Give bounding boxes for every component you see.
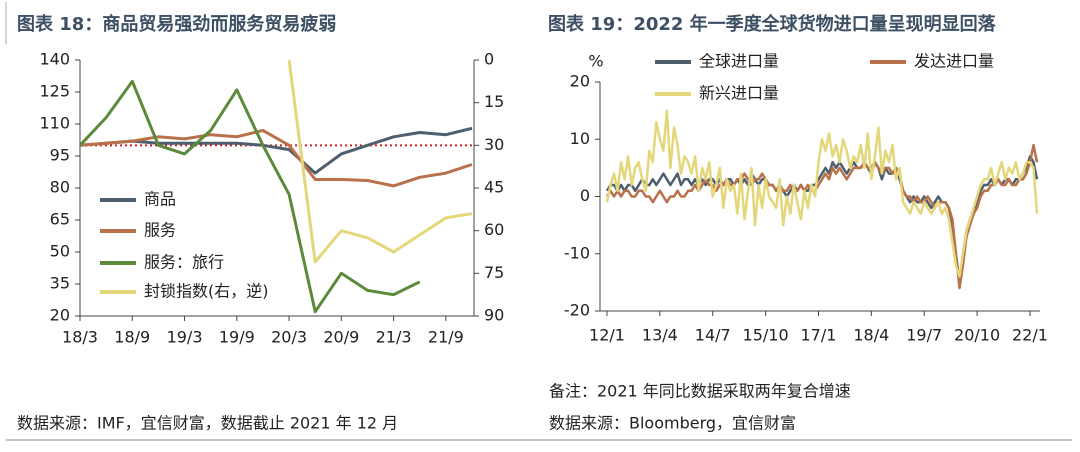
legend-label: 商品 bbox=[144, 190, 176, 209]
note: 备注：2021 年同比数据采取两年复合增速 bbox=[549, 382, 851, 401]
series-line bbox=[287, 59, 473, 264]
y-tick-label: -10 bbox=[564, 243, 590, 262]
y-tick-label: 20 bbox=[570, 72, 590, 91]
legend-label: 全球进口量 bbox=[699, 52, 779, 71]
legend-label: 服务：旅行 bbox=[144, 253, 224, 272]
y2-tick-label: 0 bbox=[484, 50, 494, 69]
x-tick-label: 18/9 bbox=[114, 328, 150, 347]
x-tick-label: 21/3 bbox=[376, 328, 412, 347]
x-tick-label: 20/3 bbox=[271, 328, 307, 347]
x-tick-label: 19/9 bbox=[219, 328, 255, 347]
y-tick-label: 0 bbox=[580, 186, 590, 205]
legend-label: 封锁指数(右，逆) bbox=[144, 282, 269, 301]
x-tick-label: 14/7 bbox=[695, 326, 731, 345]
series-line bbox=[79, 126, 473, 175]
y-tick-label: 65 bbox=[50, 210, 70, 229]
x-tick-label: 21/9 bbox=[428, 328, 464, 347]
legend-label: 发达进口量 bbox=[914, 52, 994, 71]
series-line bbox=[79, 128, 473, 188]
y-tick-label: 35 bbox=[50, 274, 70, 293]
x-tick-label: 19/3 bbox=[167, 328, 203, 347]
x-tick-label: 15/10 bbox=[743, 326, 789, 345]
y2-tick-label: 60 bbox=[484, 220, 504, 239]
legend-label: 新兴进口量 bbox=[699, 84, 779, 103]
y-tick-label: 125 bbox=[39, 82, 70, 101]
y2-tick-label: 45 bbox=[484, 178, 504, 197]
source: 数据来源：IMF，宜信财富，数据截止 2021 年 12 月 bbox=[17, 414, 398, 433]
x-tick-label: 18/4 bbox=[853, 326, 889, 345]
y-axis-label: % bbox=[588, 52, 603, 71]
x-tick-label: 17/1 bbox=[801, 326, 837, 345]
y-tick-label: 110 bbox=[39, 114, 70, 133]
y-tick-label: 95 bbox=[50, 146, 70, 165]
y2-tick-label: 75 bbox=[484, 263, 504, 282]
y-tick-label: 50 bbox=[50, 242, 70, 261]
chart-title: 图表 19：2022 年一季度全球货物进口量呈现明显回落 bbox=[548, 13, 997, 35]
y2-tick-label: 90 bbox=[484, 306, 504, 325]
x-tick-label: 20/10 bbox=[954, 326, 1000, 345]
series-line bbox=[605, 109, 1039, 278]
x-tick-label: 13/4 bbox=[642, 326, 678, 345]
legend-label: 服务 bbox=[144, 221, 176, 240]
x-tick-label: 19/7 bbox=[906, 326, 942, 345]
y2-tick-label: 30 bbox=[484, 135, 504, 154]
y-tick-label: 10 bbox=[570, 129, 590, 148]
source: 数据来源：Bloomberg，宜信财富 bbox=[549, 414, 796, 433]
x-tick-label: 18/3 bbox=[62, 328, 98, 347]
y-tick-label: 80 bbox=[50, 178, 70, 197]
y2-tick-label: 15 bbox=[484, 92, 504, 111]
y-tick-label: 140 bbox=[39, 50, 70, 69]
x-tick-label: 20/9 bbox=[323, 328, 359, 347]
chart-title: 图表 18：商品贸易强劲而服务贸易疲弱 bbox=[17, 13, 336, 35]
x-tick-label: 12/1 bbox=[589, 326, 625, 345]
series-line bbox=[78, 79, 421, 314]
y-tick-label: 20 bbox=[50, 306, 70, 325]
y-tick-label: -20 bbox=[564, 301, 590, 320]
x-tick-label: 22/1 bbox=[1012, 326, 1048, 345]
